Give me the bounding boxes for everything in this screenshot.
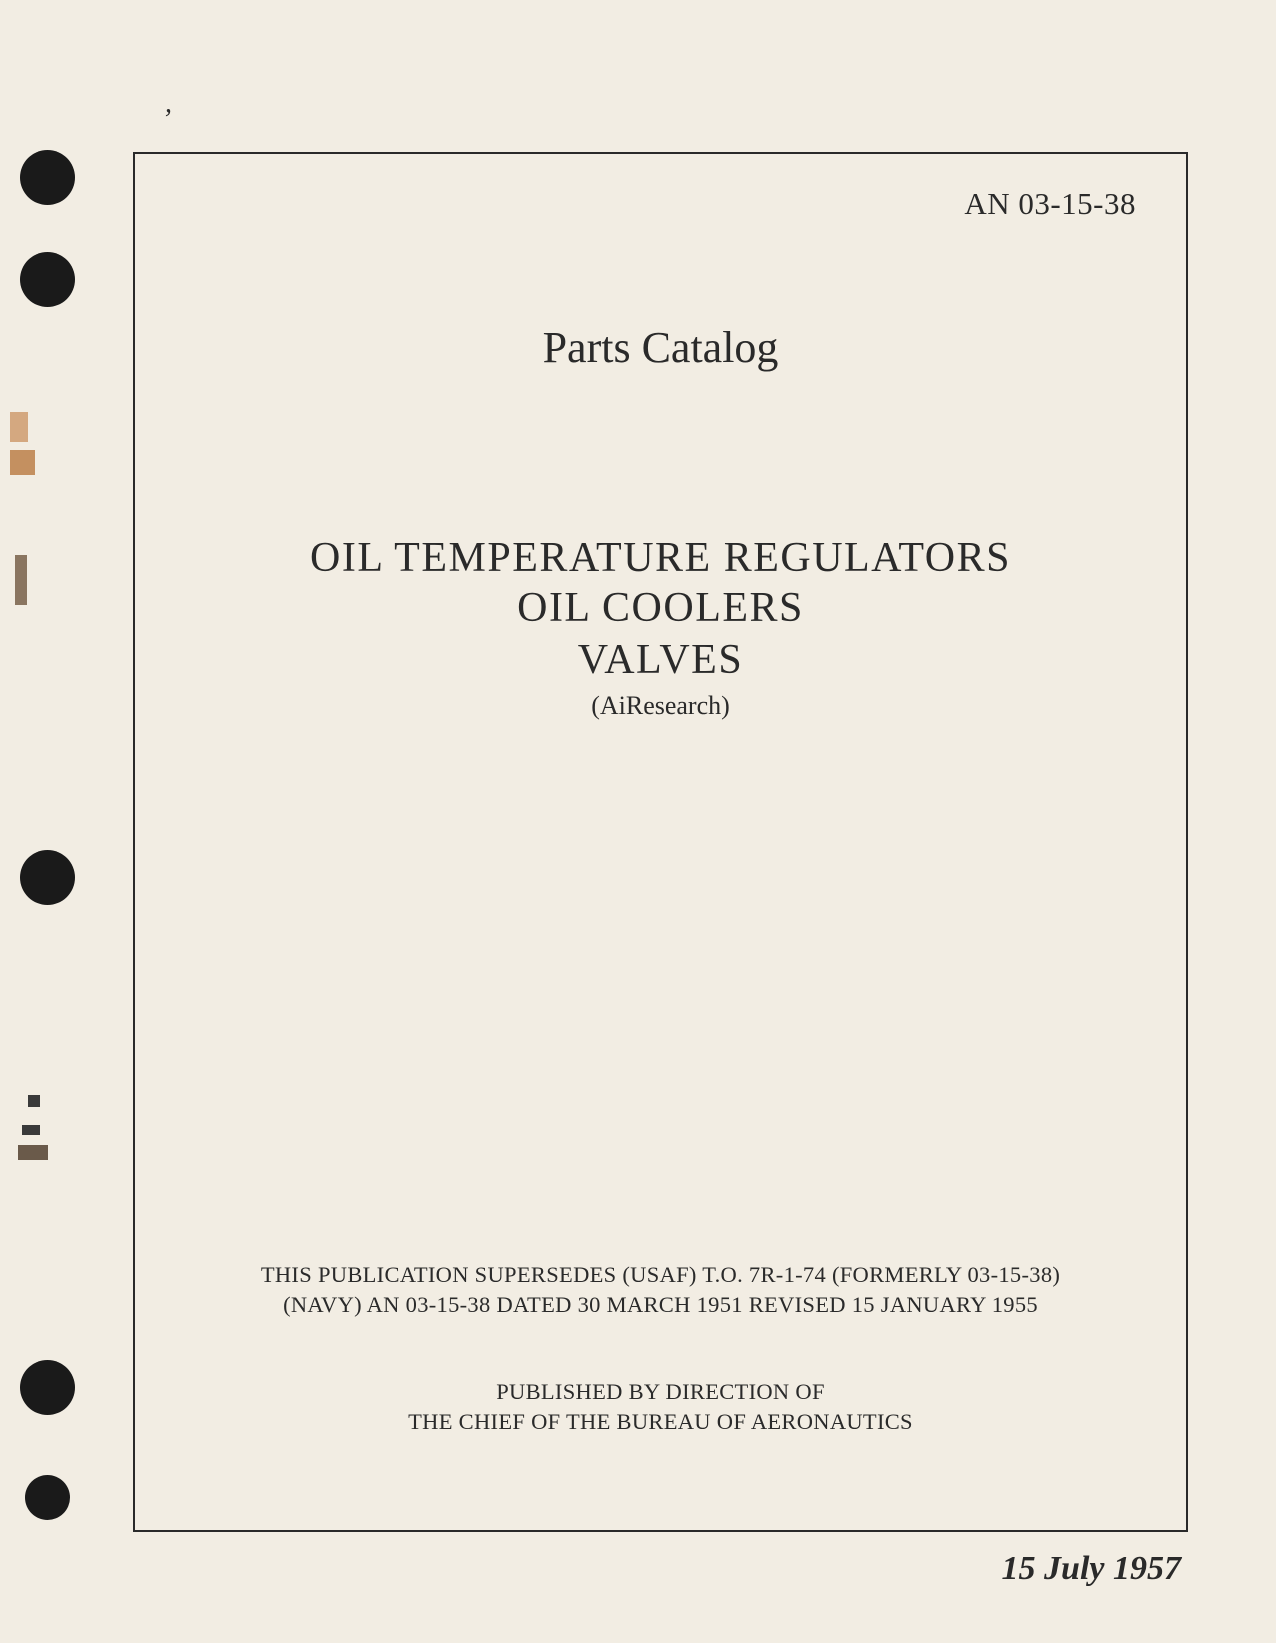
document-number: AN 03-15-38	[964, 186, 1136, 222]
content-border: AN 03-15-38 Parts Catalog OIL TEMPERATUR…	[133, 152, 1188, 1532]
binding-hole	[20, 850, 75, 905]
binding-hole	[20, 150, 75, 205]
document-heading: Parts Catalog	[135, 322, 1186, 373]
binding-hole	[20, 252, 75, 307]
binding-hole	[20, 1360, 75, 1415]
edge-mark	[10, 412, 28, 442]
edge-mark	[28, 1095, 40, 1107]
binding-hole	[25, 1475, 70, 1520]
edge-mark	[10, 450, 35, 475]
supersedes-text-2: (NAVY) AN 03-15-38 DATED 30 MARCH 1951 R…	[135, 1292, 1186, 1318]
published-by-text-2: THE CHIEF OF THE BUREAU OF AERONAUTICS	[135, 1409, 1186, 1435]
title-line-2: OIL COOLERS	[135, 584, 1186, 632]
edge-mark	[18, 1145, 48, 1160]
published-by-text-1: PUBLISHED BY DIRECTION OF	[135, 1379, 1186, 1405]
publication-date: 15 July 1957	[1002, 1550, 1181, 1588]
edge-mark	[22, 1125, 40, 1135]
edge-mark	[15, 555, 27, 605]
stray-mark: ,	[165, 88, 172, 120]
manufacturer-subtitle: (AiResearch)	[135, 691, 1186, 721]
title-line-1: OIL TEMPERATURE REGULATORS	[135, 532, 1186, 585]
title-line-3: VALVES	[135, 636, 1186, 684]
document-page: , AN 03-15-38 Parts Catalog OIL TEMPERAT…	[0, 0, 1276, 1643]
supersedes-text-1: THIS PUBLICATION SUPERSEDES (USAF) T.O. …	[135, 1262, 1186, 1288]
